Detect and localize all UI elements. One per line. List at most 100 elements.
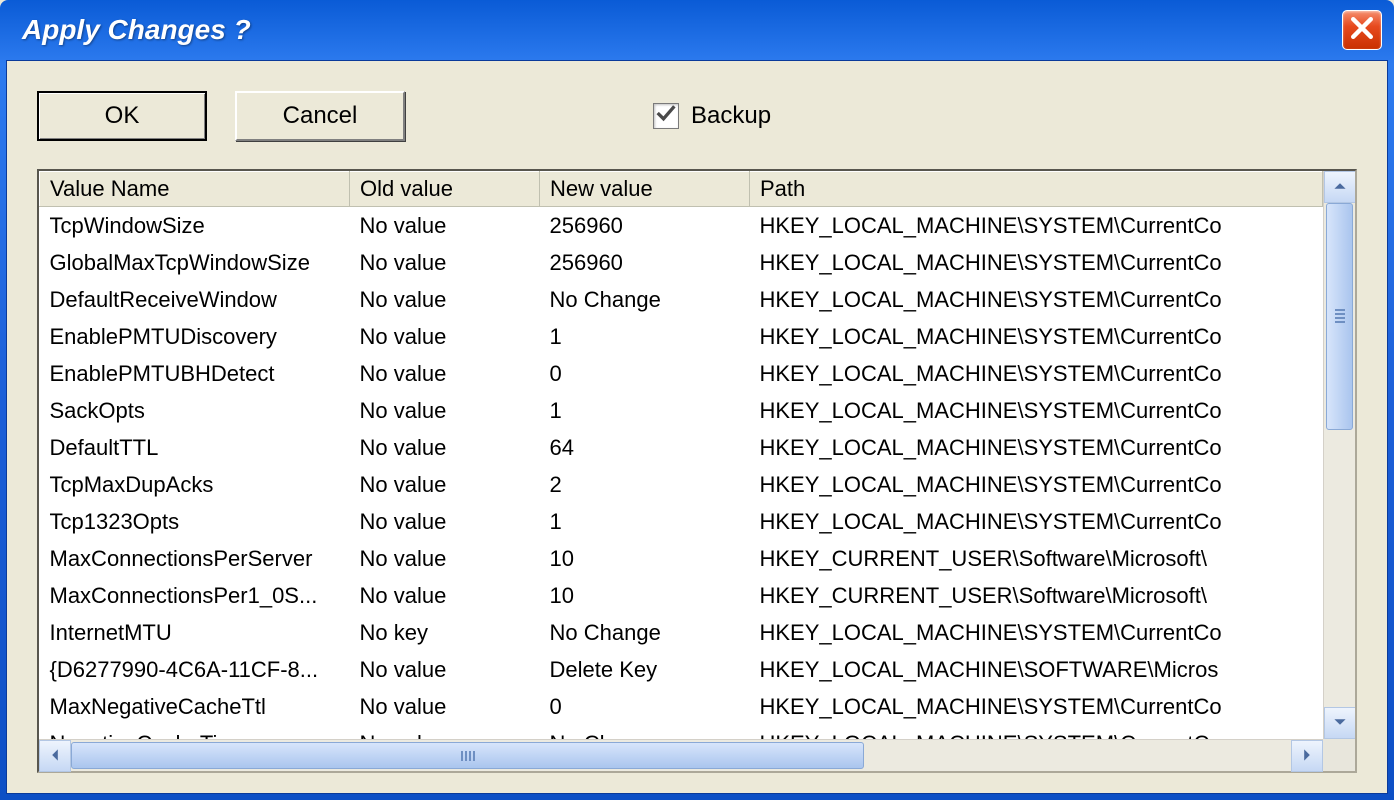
cell-old: No value	[350, 688, 540, 725]
col-header-path[interactable]: Path	[750, 172, 1323, 207]
table-row[interactable]: TcpMaxDupAcksNo value2HKEY_LOCAL_MACHINE…	[40, 466, 1323, 503]
cell-name: EnablePMTUBHDetect	[40, 355, 350, 392]
close-button[interactable]	[1342, 10, 1382, 50]
close-icon	[1351, 14, 1373, 46]
cell-new: No Change	[540, 725, 750, 739]
cell-old: No value	[350, 577, 540, 614]
cell-path: HKEY_LOCAL_MACHINE\SYSTEM\CurrentCo	[750, 281, 1323, 318]
backup-checkbox[interactable]	[653, 103, 679, 129]
backup-checkbox-wrap[interactable]: Backup	[653, 102, 771, 130]
table-row[interactable]: MaxConnectionsPer1_0S...No value10HKEY_C…	[40, 577, 1323, 614]
titlebar[interactable]: Apply Changes ?	[0, 0, 1394, 60]
ok-button-label: OK	[105, 102, 140, 130]
cell-new: 256960	[540, 244, 750, 281]
scroll-left-button[interactable]	[39, 740, 71, 772]
table-row[interactable]: EnablePMTUBHDetectNo value0HKEY_LOCAL_MA…	[40, 355, 1323, 392]
cell-new: 10	[540, 540, 750, 577]
scroll-up-button[interactable]	[1324, 171, 1355, 203]
chevron-right-icon	[1300, 745, 1314, 768]
cell-new: 0	[540, 355, 750, 392]
cell-path: HKEY_LOCAL_MACHINE\SYSTEM\CurrentCo	[750, 429, 1323, 466]
cell-new: 64	[540, 429, 750, 466]
cell-path: HKEY_LOCAL_MACHINE\SYSTEM\CurrentCo	[750, 503, 1323, 540]
table-row[interactable]: MaxNegativeCacheTtlNo value0HKEY_LOCAL_M…	[40, 688, 1323, 725]
table-row[interactable]: GlobalMaxTcpWindowSizeNo value256960HKEY…	[40, 244, 1323, 281]
table-row[interactable]: DefaultReceiveWindowNo valueNo ChangeHKE…	[40, 281, 1323, 318]
cell-path: HKEY_LOCAL_MACHINE\SOFTWARE\Micros	[750, 651, 1323, 688]
cancel-button[interactable]: Cancel	[235, 91, 405, 141]
cell-old: No value	[350, 244, 540, 281]
cell-path: HKEY_LOCAL_MACHINE\SYSTEM\CurrentCo	[750, 207, 1323, 245]
window-title: Apply Changes ?	[22, 14, 251, 46]
cell-name: InternetMTU	[40, 614, 350, 651]
cell-new: No Change	[540, 614, 750, 651]
client-area: OK Cancel Backup	[6, 60, 1388, 794]
cell-old: No key	[350, 614, 540, 651]
vertical-scrollbar[interactable]	[1323, 171, 1355, 739]
changes-table: Value Name Old value New value Path TcpW…	[39, 171, 1323, 739]
table-header-row: Value Name Old value New value Path	[40, 172, 1323, 207]
cell-name: {D6277990-4C6A-11CF-8...	[40, 651, 350, 688]
cell-path: HKEY_LOCAL_MACHINE\SYSTEM\CurrentCo	[750, 614, 1323, 651]
cell-old: No value	[350, 466, 540, 503]
cell-old: No value	[350, 429, 540, 466]
col-header-old[interactable]: Old value	[350, 172, 540, 207]
cell-old: No value	[350, 392, 540, 429]
scroll-down-button[interactable]	[1324, 707, 1355, 739]
cell-old: No value	[350, 355, 540, 392]
cell-name: TcpWindowSize	[40, 207, 350, 245]
cell-new: 2	[540, 466, 750, 503]
table-row[interactable]: DefaultTTLNo value64HKEY_LOCAL_MACHINE\S…	[40, 429, 1323, 466]
cell-name: EnablePMTUDiscovery	[40, 318, 350, 355]
cell-name: DefaultTTL	[40, 429, 350, 466]
cell-path: HKEY_LOCAL_MACHINE\SYSTEM\CurrentCo	[750, 688, 1323, 725]
table-row[interactable]: NegativeCacheTimeNo valueNo ChangeHKEY_L…	[40, 725, 1323, 739]
cell-new: 1	[540, 392, 750, 429]
changes-listview[interactable]: Value Name Old value New value Path TcpW…	[37, 169, 1357, 773]
vscroll-track[interactable]	[1324, 203, 1355, 707]
toolbar: OK Cancel Backup	[37, 91, 1357, 141]
table-row[interactable]: MaxConnectionsPerServerNo value10HKEY_CU…	[40, 540, 1323, 577]
cell-name: MaxConnectionsPer1_0S...	[40, 577, 350, 614]
hscroll-thumb[interactable]	[71, 742, 864, 769]
table-row[interactable]: TcpWindowSizeNo value256960HKEY_LOCAL_MA…	[40, 207, 1323, 245]
horizontal-scrollbar[interactable]	[39, 739, 1323, 771]
cell-name: DefaultReceiveWindow	[40, 281, 350, 318]
cell-path: HKEY_LOCAL_MACHINE\SYSTEM\CurrentCo	[750, 244, 1323, 281]
scrollbar-corner	[1323, 739, 1355, 771]
scroll-right-button[interactable]	[1291, 740, 1323, 772]
cell-new: Delete Key	[540, 651, 750, 688]
cell-path: HKEY_CURRENT_USER\Software\Microsoft\	[750, 540, 1323, 577]
cell-path: HKEY_LOCAL_MACHINE\SYSTEM\CurrentCo	[750, 466, 1323, 503]
cell-new: 10	[540, 577, 750, 614]
col-header-name[interactable]: Value Name	[40, 172, 350, 207]
hscroll-track[interactable]	[71, 740, 1291, 771]
table-row[interactable]: InternetMTUNo keyNo ChangeHKEY_LOCAL_MAC…	[40, 614, 1323, 651]
cell-new: No Change	[540, 281, 750, 318]
cell-old: No value	[350, 540, 540, 577]
table-row[interactable]: SackOptsNo value1HKEY_LOCAL_MACHINE\SYST…	[40, 392, 1323, 429]
table-row[interactable]: Tcp1323OptsNo value1HKEY_LOCAL_MACHINE\S…	[40, 503, 1323, 540]
chevron-left-icon	[48, 745, 62, 768]
cell-new: 0	[540, 688, 750, 725]
cell-old: No value	[350, 281, 540, 318]
cell-new: 256960	[540, 207, 750, 245]
cell-new: 1	[540, 503, 750, 540]
vscroll-thumb[interactable]	[1326, 203, 1353, 430]
chevron-up-icon	[1333, 176, 1347, 199]
col-header-new[interactable]: New value	[540, 172, 750, 207]
cell-name: SackOpts	[40, 392, 350, 429]
cell-old: No value	[350, 725, 540, 739]
cell-path: HKEY_LOCAL_MACHINE\SYSTEM\CurrentCo	[750, 725, 1323, 739]
table-row[interactable]: {D6277990-4C6A-11CF-8...No valueDelete K…	[40, 651, 1323, 688]
cell-old: No value	[350, 503, 540, 540]
cell-old: No value	[350, 651, 540, 688]
table-row[interactable]: EnablePMTUDiscoveryNo value1HKEY_LOCAL_M…	[40, 318, 1323, 355]
cell-name: MaxConnectionsPerServer	[40, 540, 350, 577]
cell-old: No value	[350, 207, 540, 245]
ok-button[interactable]: OK	[37, 91, 207, 141]
backup-checkbox-label: Backup	[691, 102, 771, 130]
cell-path: HKEY_LOCAL_MACHINE\SYSTEM\CurrentCo	[750, 355, 1323, 392]
checkmark-icon	[656, 102, 676, 130]
cell-name: TcpMaxDupAcks	[40, 466, 350, 503]
